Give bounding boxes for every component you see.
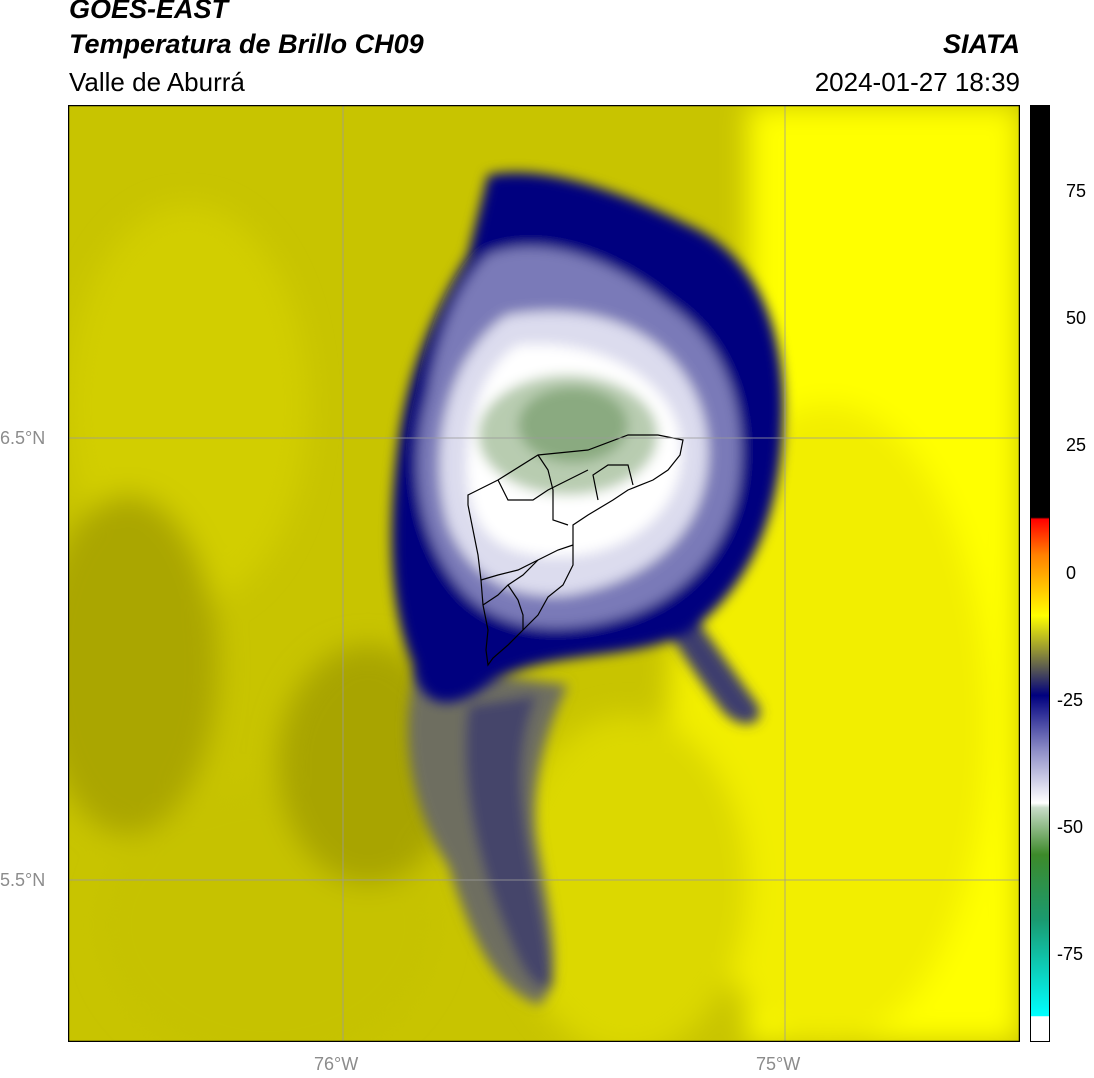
colorbar-tick-label: -50 (1057, 817, 1084, 838)
colorbar-tick-label: 50 (1066, 307, 1087, 328)
colorbar-tick-label: 0 (1066, 562, 1077, 583)
graticule (68, 105, 1020, 1042)
satellite-name: GOES-EAST (69, 0, 229, 24)
municipal-boundaries (467, 434, 684, 667)
convective-cell (391, 172, 784, 703)
colorbar-frame (1030, 105, 1050, 1042)
colorbar-tick-label: 25 (1066, 435, 1087, 456)
colorbar-tick-label: 75 (1066, 180, 1087, 201)
map-frame (68, 105, 1020, 1042)
lat-tick-label: 5.5°N (0, 870, 46, 890)
colorbar-fill (1030, 105, 1050, 1042)
lon-tick-label: 75°W (756, 1054, 801, 1074)
colorbar-tick-label: -75 (1057, 944, 1084, 965)
temperature-colorbar (1030, 105, 1050, 1042)
agency-label: SIATA (943, 29, 1020, 59)
colorbar-tick-label: -25 (1057, 689, 1084, 710)
lat-tick-label: 6.5°N (0, 428, 46, 448)
brightness-temperature-map (68, 105, 1020, 1042)
datetime-label: 2024-01-27 18:39 (814, 67, 1020, 97)
region-name: Valle de Aburrá (69, 67, 245, 97)
product-title: Temperatura de Brillo CH09 (69, 29, 424, 59)
warm-field (68, 105, 1020, 1042)
lon-tick-label: 76°W (314, 1054, 359, 1074)
